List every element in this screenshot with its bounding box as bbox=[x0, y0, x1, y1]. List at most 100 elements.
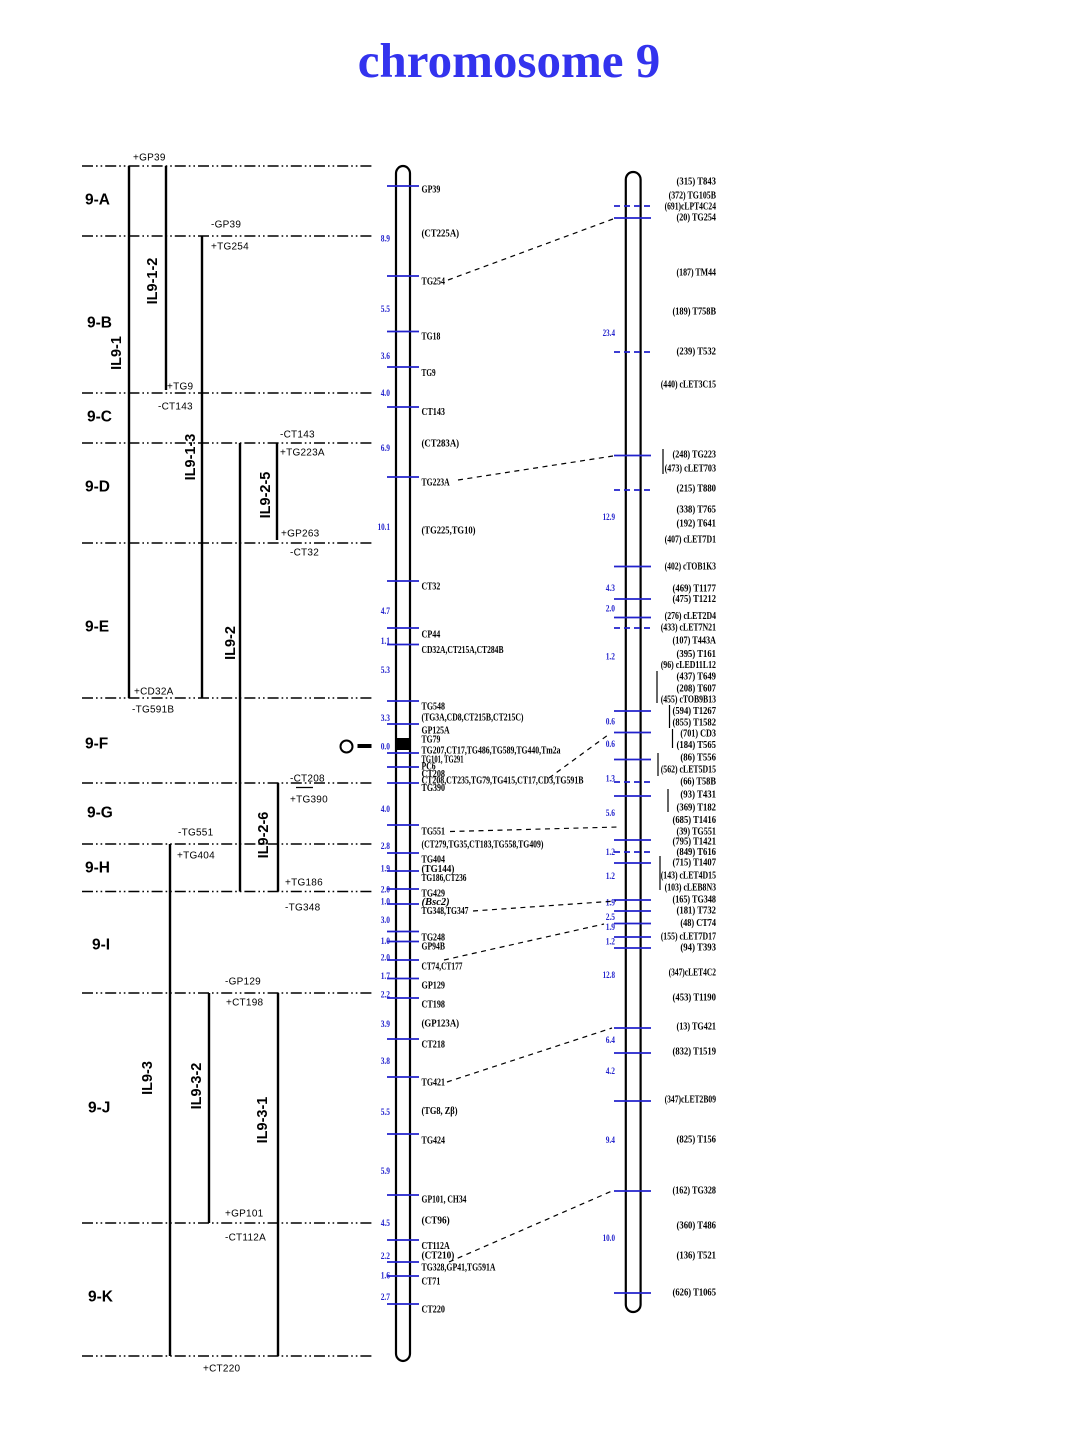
svg-text:2.0: 2.0 bbox=[381, 885, 391, 895]
svg-text:IL9-3-2: IL9-3-2 bbox=[189, 1063, 205, 1110]
svg-text:(402) cTOB1K3: (402) cTOB1K3 bbox=[665, 562, 716, 573]
svg-text:CT218: CT218 bbox=[422, 1040, 446, 1051]
svg-text:(CT210): (CT210) bbox=[422, 1251, 455, 1262]
svg-text:+TG254: +TG254 bbox=[211, 242, 249, 253]
svg-text:CT71: CT71 bbox=[422, 1277, 441, 1288]
svg-text:(39) TG551: (39) TG551 bbox=[677, 827, 717, 838]
svg-text:1.3: 1.3 bbox=[606, 774, 616, 784]
svg-text:(181) T732: (181) T732 bbox=[677, 906, 717, 917]
svg-text:(189) T758B: (189) T758B bbox=[673, 307, 717, 318]
svg-text:1.7: 1.7 bbox=[381, 971, 391, 981]
svg-text:6.9: 6.9 bbox=[381, 443, 391, 453]
svg-text:6.4: 6.4 bbox=[606, 1035, 616, 1045]
svg-text:IL9-1-2: IL9-1-2 bbox=[145, 258, 161, 305]
svg-text:(20) TG254: (20) TG254 bbox=[677, 213, 717, 224]
svg-text:TG207,CT17,TG486,TG589,TG440,T: TG207,CT17,TG486,TG589,TG440,Tm2a bbox=[422, 746, 561, 757]
svg-text:(TG8, Zβ): (TG8, Zβ) bbox=[422, 1106, 458, 1117]
svg-text:3.0: 3.0 bbox=[381, 915, 391, 925]
svg-text:(701) CD3: (701) CD3 bbox=[680, 729, 716, 740]
svg-text:IL9-2-6: IL9-2-6 bbox=[256, 812, 272, 859]
svg-text:5.9: 5.9 bbox=[381, 1166, 391, 1176]
svg-text:(CT279,TG35,CT183,TG558,TG409): (CT279,TG35,CT183,TG558,TG409) bbox=[422, 840, 544, 851]
svg-text:TG186,CT236: TG186,CT236 bbox=[422, 873, 467, 884]
svg-text:5.3: 5.3 bbox=[381, 665, 391, 675]
svg-text:(155) cLET7D17: (155) cLET7D17 bbox=[661, 932, 716, 943]
svg-text:CT198: CT198 bbox=[422, 1000, 446, 1011]
svg-text:9-E: 9-E bbox=[85, 619, 109, 636]
svg-text:CD32A,CT215A,CT284B: CD32A,CT215A,CT284B bbox=[422, 645, 504, 656]
svg-text:TG429: TG429 bbox=[422, 889, 446, 900]
svg-text:(795) T1421: (795) T1421 bbox=[673, 837, 717, 848]
svg-text:(849) T616: (849) T616 bbox=[677, 847, 717, 858]
svg-text:(594) T1267: (594) T1267 bbox=[673, 706, 717, 717]
svg-text:1.9: 1.9 bbox=[606, 922, 616, 932]
svg-text:10.1: 10.1 bbox=[378, 522, 391, 532]
svg-text:IL9-1: IL9-1 bbox=[109, 336, 125, 370]
svg-text:3.8: 3.8 bbox=[381, 1056, 391, 1066]
svg-text:(208) T607: (208) T607 bbox=[677, 684, 717, 695]
svg-text:(685) T1416: (685) T1416 bbox=[673, 815, 717, 826]
svg-text:TG421: TG421 bbox=[422, 1078, 446, 1089]
svg-text:(469) T1177: (469) T1177 bbox=[673, 584, 717, 595]
svg-text:(162) TG328: (162) TG328 bbox=[673, 1186, 717, 1197]
svg-text:(691)cLPT4C24: (691)cLPT4C24 bbox=[665, 202, 716, 213]
svg-text:4.0: 4.0 bbox=[381, 388, 391, 398]
svg-text:9-F: 9-F bbox=[85, 736, 108, 753]
svg-text:CT220: CT220 bbox=[422, 1305, 446, 1316]
svg-text:4.2: 4.2 bbox=[606, 1066, 616, 1076]
svg-text:TG404: TG404 bbox=[422, 855, 446, 866]
svg-text:TG551: TG551 bbox=[422, 827, 446, 838]
svg-text:4.5: 4.5 bbox=[381, 1218, 391, 1228]
svg-text:(276) cLET2D4: (276) cLET2D4 bbox=[665, 611, 716, 622]
svg-text:-TG591B: -TG591B bbox=[132, 705, 174, 716]
svg-text:TG18: TG18 bbox=[422, 332, 441, 343]
svg-text:3.9: 3.9 bbox=[381, 1019, 391, 1029]
svg-text:9-H: 9-H bbox=[85, 860, 110, 877]
svg-text:(GP123A): (GP123A) bbox=[422, 1019, 460, 1030]
svg-text:IL9-1-3: IL9-1-3 bbox=[183, 434, 199, 481]
svg-text:0.0: 0.0 bbox=[381, 742, 391, 752]
svg-text:9-J: 9-J bbox=[88, 1100, 110, 1117]
svg-text:23.4: 23.4 bbox=[603, 328, 616, 338]
svg-text:(86) T556: (86) T556 bbox=[680, 753, 716, 764]
svg-text:(Bsc2): (Bsc2) bbox=[422, 897, 450, 908]
svg-text:TG248: TG248 bbox=[422, 933, 446, 944]
svg-text:+TG9: +TG9 bbox=[167, 382, 193, 393]
svg-text:12.8: 12.8 bbox=[603, 970, 616, 980]
svg-text:(825) T156: (825) T156 bbox=[677, 1135, 717, 1146]
svg-text:CT74,CT177: CT74,CT177 bbox=[422, 962, 463, 973]
svg-text:(347)cLET4C2: (347)cLET4C2 bbox=[669, 968, 716, 979]
svg-text:1.9: 1.9 bbox=[381, 864, 391, 874]
svg-text:(369) T182: (369) T182 bbox=[677, 803, 717, 814]
svg-text:(66) T58B: (66) T58B bbox=[680, 777, 716, 788]
svg-text:(93) T431: (93) T431 bbox=[680, 790, 716, 801]
svg-text:(192) T641: (192) T641 bbox=[677, 519, 717, 530]
svg-text:chromosome 9: chromosome 9 bbox=[358, 33, 661, 88]
svg-text:+GP101: +GP101 bbox=[225, 1209, 264, 1220]
svg-text:CT208,CT235,TG79,TG415,CT17,CD: CT208,CT235,TG79,TG415,CT17,CD3,TG591B bbox=[422, 776, 584, 787]
svg-text:(248) TG223: (248) TG223 bbox=[673, 450, 717, 461]
svg-text:3.6: 3.6 bbox=[381, 351, 391, 361]
svg-text:(440) cLET3C15: (440) cLET3C15 bbox=[661, 380, 716, 391]
svg-text:(437) T649: (437) T649 bbox=[677, 672, 717, 683]
svg-text:+TG390: +TG390 bbox=[290, 795, 328, 806]
svg-text:9-K: 9-K bbox=[88, 1289, 114, 1306]
svg-text:(372) TG105B: (372) TG105B bbox=[669, 191, 717, 202]
svg-text:(TG144): (TG144) bbox=[422, 864, 455, 875]
svg-text:9.4: 9.4 bbox=[606, 1135, 616, 1145]
svg-text:(832) T1519: (832) T1519 bbox=[673, 1047, 717, 1058]
svg-text:-TG348: -TG348 bbox=[285, 903, 321, 914]
svg-text:9-G: 9-G bbox=[87, 805, 113, 822]
svg-text:1.0: 1.0 bbox=[381, 897, 391, 907]
svg-text:+TG404: +TG404 bbox=[177, 851, 215, 862]
svg-text:CT32: CT32 bbox=[422, 582, 441, 593]
svg-text:+CD32A: +CD32A bbox=[134, 687, 174, 698]
svg-text:5.5: 5.5 bbox=[381, 1107, 391, 1117]
svg-text:(48) CT74: (48) CT74 bbox=[680, 918, 716, 929]
svg-text:2.8: 2.8 bbox=[381, 841, 391, 851]
svg-text:10.0: 10.0 bbox=[603, 1233, 616, 1243]
svg-text:IL9-3: IL9-3 bbox=[140, 1061, 156, 1095]
svg-text:GP125A: GP125A bbox=[422, 726, 451, 737]
svg-text:3.3: 3.3 bbox=[381, 713, 391, 723]
svg-text:GP94B: GP94B bbox=[422, 942, 446, 953]
